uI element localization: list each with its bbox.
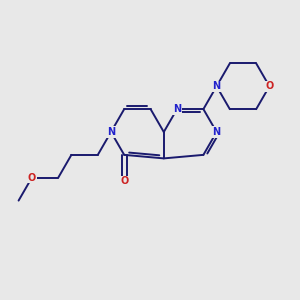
Text: N: N: [212, 127, 221, 137]
Text: N: N: [173, 104, 181, 114]
Text: O: O: [28, 173, 36, 183]
Text: N: N: [107, 127, 115, 137]
Text: N: N: [212, 81, 221, 91]
Text: O: O: [120, 176, 128, 186]
Text: O: O: [265, 81, 274, 91]
